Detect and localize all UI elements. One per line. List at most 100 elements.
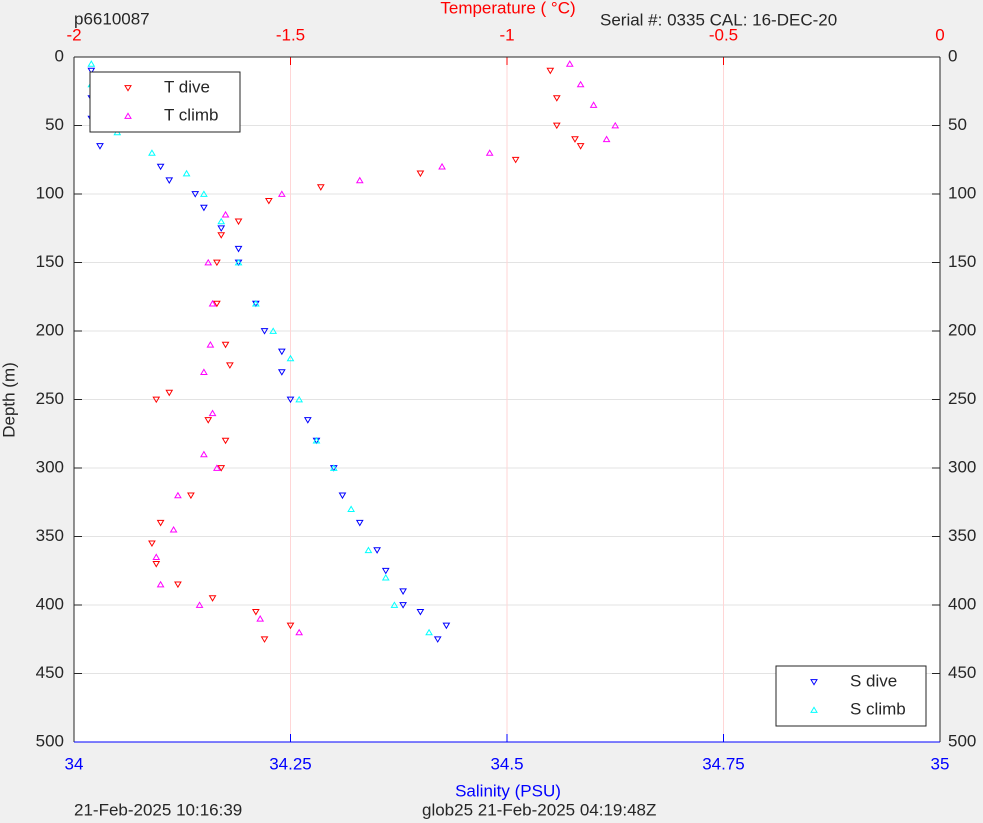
data-point [295, 395, 304, 403]
data-point [213, 464, 221, 471]
data-point [565, 60, 574, 67]
data-point [355, 519, 364, 527]
data-point [295, 628, 304, 636]
legend-label: S climb [850, 699, 906, 718]
data-point [303, 417, 312, 424]
data-point [576, 143, 585, 150]
legend-label: S dive [850, 671, 897, 690]
chart-subtitle: Serial #: 0335 CAL: 16-DEC-20 [600, 10, 837, 29]
data-point [511, 156, 520, 164]
y-axis-label: Depth (m) [0, 362, 18, 438]
data-point [195, 601, 204, 608]
data-point [256, 615, 265, 622]
data-point [338, 492, 347, 500]
data-point [204, 417, 213, 424]
data-point [381, 573, 390, 581]
x2-axis-label: Temperature ( °C) [440, 0, 575, 17]
data-point [277, 348, 286, 356]
data-point [390, 601, 399, 608]
data-point [152, 553, 161, 560]
y-tick-label: 200 [36, 320, 64, 339]
data-point [260, 328, 269, 335]
data-point [221, 341, 230, 349]
y2-tick-label: 200 [948, 320, 976, 339]
data-point [442, 622, 451, 630]
y-tick-label: 250 [36, 389, 64, 408]
data-point [169, 525, 178, 533]
data-point [208, 299, 217, 307]
legend-box [775, 665, 927, 727]
y2-tick-label: 250 [948, 389, 976, 408]
data-point [251, 299, 260, 307]
data-point [485, 149, 494, 156]
x2-tick-label: -0.5 [709, 25, 738, 44]
y-tick-label: 0 [55, 46, 64, 65]
data-point [208, 595, 217, 602]
y-tick-label: 350 [36, 526, 64, 545]
x-axis-label: Salinity (PSU) [455, 781, 561, 800]
data-point [364, 546, 373, 554]
data-point [373, 547, 381, 554]
data-point [277, 190, 286, 197]
data-point [165, 389, 174, 397]
data-point [217, 225, 226, 232]
data-point [329, 464, 338, 471]
y2-tick-label: 50 [948, 115, 967, 134]
footer-right: glob25 21-Feb-2025 04:19:48Z [422, 800, 656, 819]
x-tick-label: 34.75 [702, 754, 745, 773]
data-point [234, 258, 243, 266]
y-tick-label: 500 [36, 731, 64, 750]
x-tick-label: 34.25 [269, 754, 312, 773]
data-point [234, 245, 243, 253]
data-point [221, 437, 230, 445]
data-point [206, 341, 215, 348]
data-point [96, 143, 104, 150]
data-point [156, 163, 165, 171]
y2-tick-label: 0 [948, 46, 957, 65]
data-point [156, 580, 165, 588]
data-point [589, 101, 598, 108]
x2-tick-label: 0 [935, 25, 944, 44]
legend-label: T climb [164, 105, 218, 124]
data-point [416, 170, 425, 178]
data-point [286, 354, 295, 362]
legend-marker [810, 706, 818, 713]
data-point [347, 505, 355, 512]
legend-marker [124, 112, 132, 119]
data-point [174, 581, 182, 589]
data-point [200, 450, 208, 458]
data-point [260, 636, 269, 643]
chart-title: p6610087 [74, 9, 150, 28]
data-point [217, 217, 226, 225]
x2-tick-label: -2 [66, 25, 81, 44]
data-point [251, 608, 260, 616]
data-point [552, 95, 561, 102]
data-point [286, 622, 295, 630]
x2-tick-label: -1 [499, 25, 514, 44]
data-point [191, 191, 200, 198]
data-point [217, 232, 226, 239]
y-tick-label: 450 [36, 663, 64, 682]
data-point [213, 259, 221, 267]
y2-tick-label: 450 [948, 663, 976, 682]
x-tick-label: 35 [931, 754, 950, 773]
x-tick-label: 34 [65, 754, 84, 773]
data-point [204, 258, 213, 266]
y2-tick-label: 150 [948, 252, 976, 271]
data-point [182, 169, 191, 177]
data-point [152, 561, 161, 568]
data-point [217, 465, 226, 472]
legend-marker [810, 679, 818, 686]
x2-tick-label: -1.5 [276, 25, 305, 44]
data-point [226, 362, 234, 369]
data-point [438, 162, 446, 170]
footer-left: 21-Feb-2025 10:16:39 [74, 800, 242, 819]
data-point [148, 149, 156, 156]
data-point [316, 184, 325, 191]
data-point [277, 369, 286, 376]
data-point [152, 396, 161, 404]
data-point [87, 60, 96, 67]
data-point [156, 519, 165, 527]
x-tick-label: 34.5 [490, 754, 523, 773]
